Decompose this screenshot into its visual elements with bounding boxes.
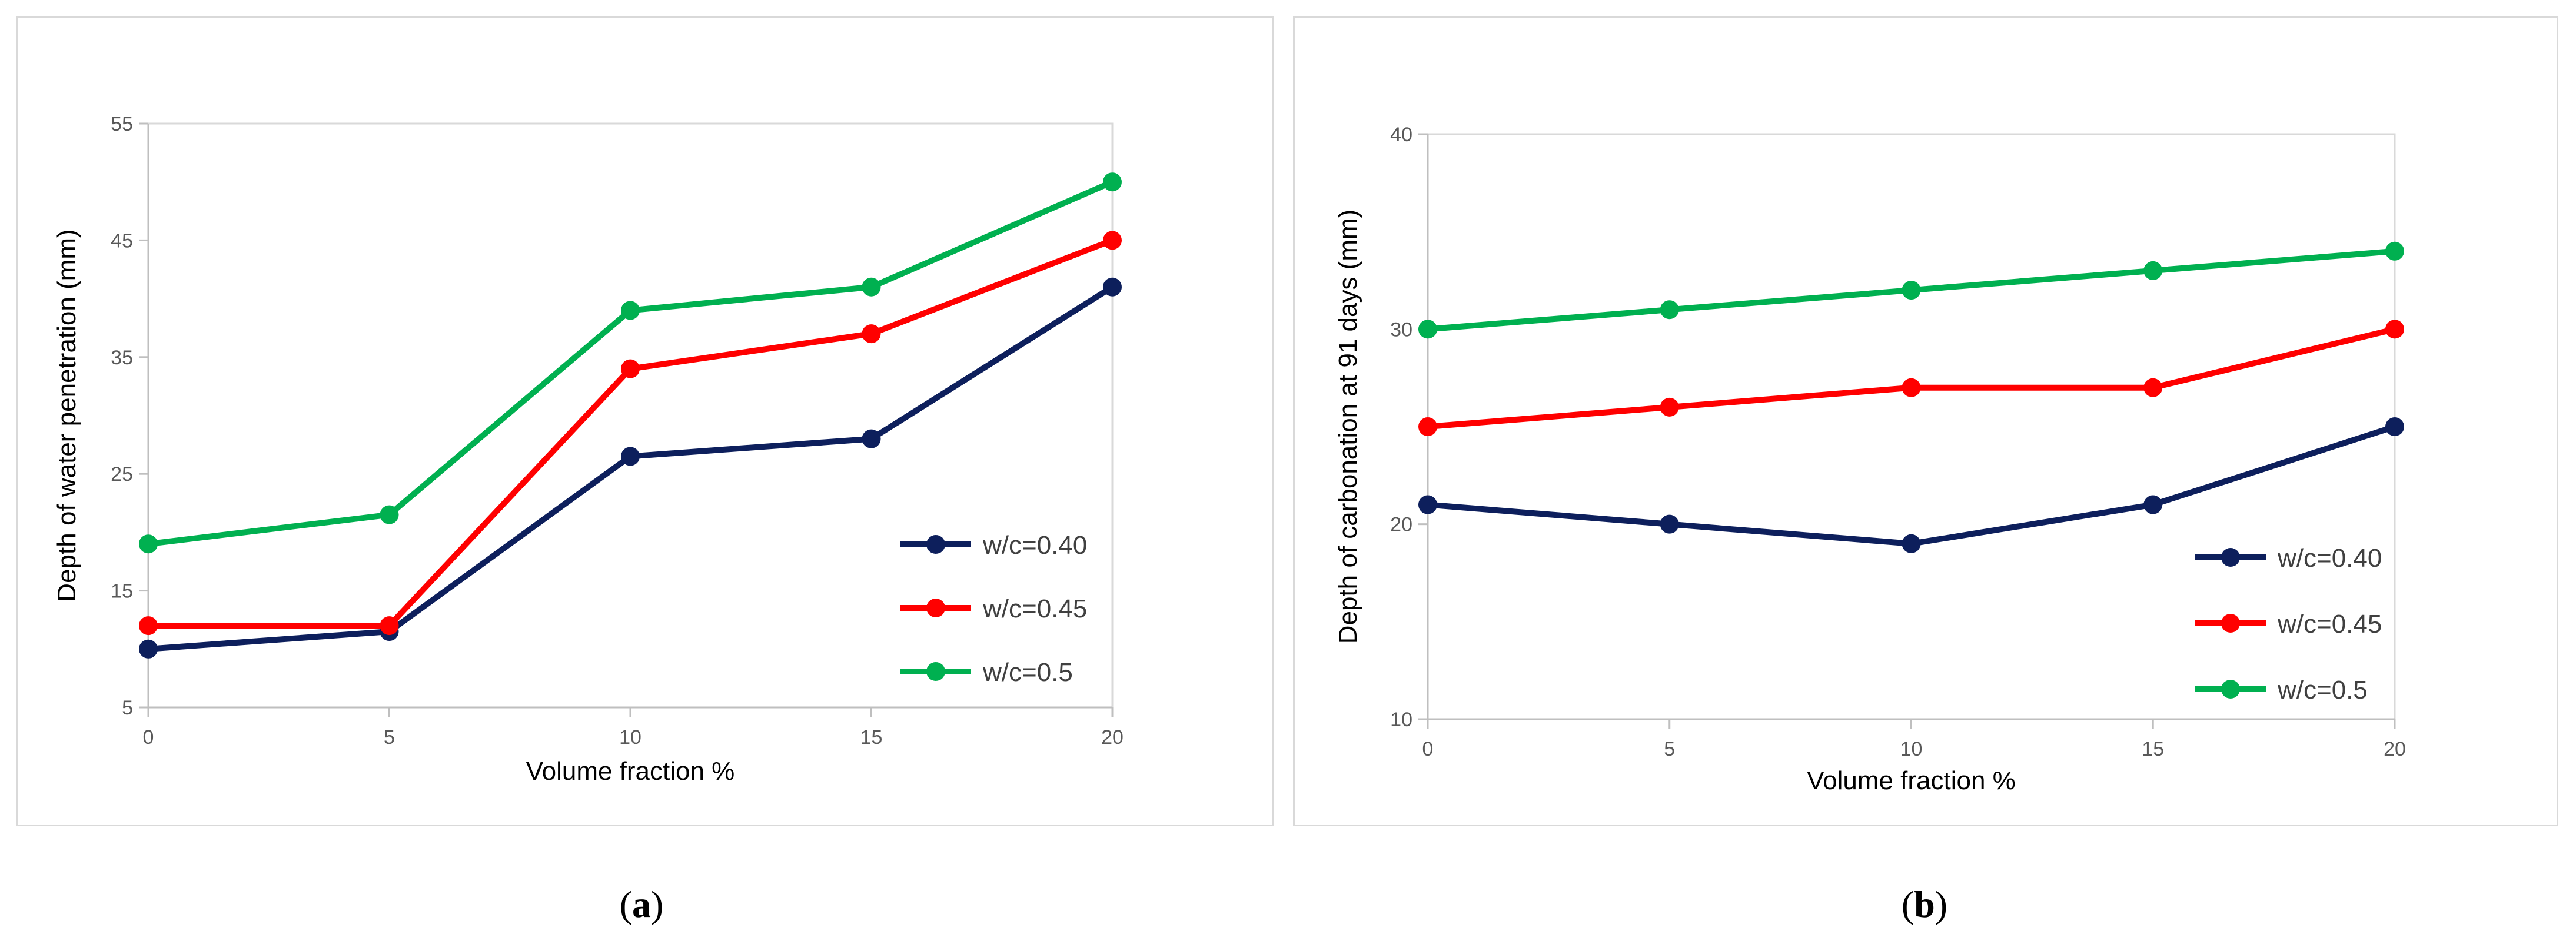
- chart-a-y-tick-label: 25: [111, 463, 133, 486]
- chart-b-data-point: [1660, 397, 1679, 417]
- chart-a-data-point: [380, 505, 399, 524]
- chart-a-legend-marker: [926, 599, 945, 617]
- chart-a-legend-label: w/c=0.45: [982, 594, 1087, 623]
- chart-b-x-tick-label: 15: [2142, 738, 2164, 760]
- caption-b-open: (: [1901, 883, 1914, 925]
- chart-b-data-point: [2385, 241, 2404, 261]
- chart-a-legend-marker: [926, 662, 945, 681]
- chart-b-x-tick-label: 0: [1422, 738, 1434, 760]
- chart-a-data-point: [139, 534, 158, 554]
- caption-b-close: ): [1935, 883, 1948, 925]
- chart-b-y-tick-label: 20: [1390, 514, 1412, 536]
- chart-b-y-tick-label: 10: [1390, 709, 1412, 731]
- chart-b-data-point: [1418, 417, 1437, 436]
- chart-b-x-tick-label: 10: [1900, 738, 1923, 760]
- chart-b-series-line: [1427, 326, 2396, 430]
- chart-a-y-tick-label: 5: [122, 697, 133, 719]
- chart-b-legend-label: w/c=0.45: [2277, 610, 2382, 639]
- chart-a-frame: [16, 16, 1274, 826]
- chart-a-x-axis-label: Volume fraction %: [526, 757, 735, 786]
- chart-a-data-point: [621, 359, 640, 378]
- chart-b-data-point: [2143, 261, 2163, 280]
- chart-a-legend-label: w/c=0.40: [982, 531, 1087, 560]
- caption-a-letter: a: [632, 883, 651, 925]
- chart-b-data-point: [1902, 378, 1921, 397]
- chart-a-data-point: [1103, 231, 1122, 250]
- chart-a-data-point: [862, 324, 881, 344]
- chart-a-data-point: [1103, 277, 1122, 297]
- chart-a-x-tick-label: 5: [384, 726, 395, 749]
- caption-a-open: (: [619, 883, 632, 925]
- chart-a-y-tick-label: 35: [111, 347, 133, 369]
- chart-b-plot-area: [1427, 133, 2396, 720]
- caption-a-close: ): [651, 883, 664, 925]
- chart-a-data-point: [139, 639, 158, 659]
- chart-b-data-point: [1660, 300, 1679, 320]
- chart-b-data-point: [1660, 514, 1679, 534]
- chart-a-x-tick-label: 15: [860, 726, 883, 749]
- chart-a-data-point: [862, 277, 881, 297]
- chart-b-data-point: [2385, 320, 2404, 339]
- chart-b-y-axis-label: Depth of carbonation at 91 days (mm): [1334, 210, 1362, 644]
- chart-b-x-tick-label: 5: [1664, 738, 1675, 760]
- chart-a-y-tick-label: 45: [111, 230, 133, 252]
- chart-b-data-point: [2143, 495, 2163, 514]
- chart-a-x-tick-label: 20: [1101, 726, 1124, 749]
- chart-a-data-point: [139, 616, 158, 636]
- chart-a-y-axis-label: Depth of water penetration (mm): [52, 229, 81, 601]
- chart-a-legend-label: w/c=0.5: [982, 658, 1073, 687]
- chart-a-data-point: [621, 447, 640, 466]
- chart-b-y-tick-label: 30: [1390, 318, 1412, 341]
- chart-a-data-point: [621, 301, 640, 320]
- chart-a-x-tick-label: 0: [143, 726, 154, 749]
- chart-b-legend-marker: [2221, 680, 2240, 699]
- chart-b-legend-marker: [2221, 614, 2240, 633]
- chart-b-data-point: [2143, 378, 2163, 397]
- chart-b-y-tick-label: 40: [1390, 124, 1412, 146]
- caption-a: (a): [553, 883, 730, 926]
- chart-a-data-point: [1103, 172, 1122, 192]
- chart-a-data-point: [380, 616, 399, 636]
- chart-b-legend-label: w/c=0.5: [2277, 676, 2368, 704]
- chart-b-legend-label: w/c=0.40: [2277, 544, 2382, 573]
- chart-b-data-point: [2385, 417, 2404, 436]
- chart-a-y-tick-label: 15: [111, 580, 133, 603]
- chart-b-x-tick-label: 20: [2384, 738, 2406, 760]
- chart-a-data-point: [862, 429, 881, 448]
- chart-a-legend-marker: [926, 535, 945, 554]
- chart-b-x-axis-label: Volume fraction %: [1807, 766, 2016, 795]
- caption-b-letter: b: [1914, 883, 1935, 925]
- chart-b-data-point: [1418, 320, 1437, 339]
- chart-b-data-point: [1902, 534, 1921, 553]
- chart-b-legend-marker: [2221, 548, 2240, 567]
- caption-b: (b): [1836, 883, 2013, 926]
- chart-b-data-point: [1418, 495, 1437, 514]
- chart-b-data-point: [1902, 281, 1921, 300]
- chart-a-y-tick-label: 55: [111, 113, 133, 135]
- chart-a-x-tick-label: 10: [619, 726, 641, 749]
- chart-b-series-line: [1427, 424, 2396, 547]
